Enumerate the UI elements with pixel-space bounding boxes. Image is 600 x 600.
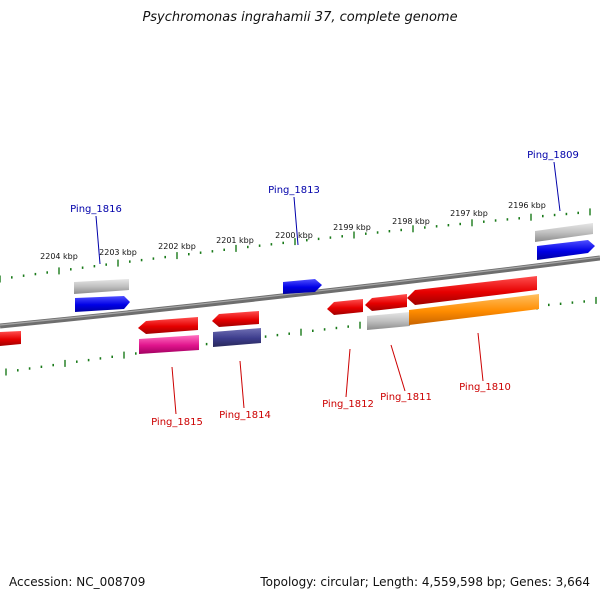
leader-ping-1814 xyxy=(239,360,245,409)
scale-label-2201: 2201 kbp xyxy=(216,236,254,245)
gene-ping-1815[interactable] xyxy=(138,317,198,334)
label-leader-lines xyxy=(95,161,561,415)
scale-labels: 2204 kbp 2203 kbp 2202 kbp 2201 kbp 2200… xyxy=(40,201,546,261)
label-ping-1814[interactable]: Ping_1814 xyxy=(219,410,271,421)
gene-ping-1814-cds[interactable] xyxy=(213,328,261,347)
gene-ping-1816[interactable] xyxy=(75,296,130,312)
reverse-genes xyxy=(0,276,539,354)
gene-ping-1810[interactable] xyxy=(407,276,537,305)
gene-ping-1811-grey-feature[interactable] xyxy=(367,312,410,330)
gene-ping-1814[interactable] xyxy=(212,311,259,327)
genome-summary-text: Topology: circular; Length: 4,559,598 bp… xyxy=(260,575,590,589)
gene-ping-1816-grey-feature[interactable] xyxy=(74,279,129,294)
genome-backbone-highlight xyxy=(0,256,600,326)
scale-label-2196: 2196 kbp xyxy=(508,201,546,210)
gene-ping-1815-cds[interactable] xyxy=(139,335,199,354)
leader-ping-1810 xyxy=(477,332,484,382)
gene-ping-1809-grey-feature[interactable] xyxy=(535,223,593,242)
gene-ping-1813[interactable] xyxy=(283,279,322,294)
leader-ping-1809 xyxy=(553,161,561,212)
scale-label-2198: 2198 kbp xyxy=(392,217,430,226)
leader-ping-1812 xyxy=(345,348,351,398)
label-ping-1813[interactable]: Ping_1813 xyxy=(268,185,320,196)
leader-ping-1813 xyxy=(293,196,299,246)
label-ping-1811[interactable]: Ping_1811 xyxy=(380,392,432,403)
accession-text: Accession: NC_008709 xyxy=(9,575,146,589)
label-ping-1815[interactable]: Ping_1815 xyxy=(151,417,203,428)
label-ping-1816[interactable]: Ping_1816 xyxy=(70,204,122,215)
leader-ping-1815 xyxy=(171,366,177,415)
upper-tick-ring xyxy=(0,208,591,283)
scale-label-2197: 2197 kbp xyxy=(450,209,488,218)
gene-ping-1809[interactable] xyxy=(537,240,595,260)
forward-genes xyxy=(74,223,595,312)
gene-ping-1812[interactable] xyxy=(327,299,363,315)
scale-label-2200: 2200 kbp xyxy=(275,231,313,240)
label-ping-1812[interactable]: Ping_1812 xyxy=(322,399,374,410)
genome-backbone xyxy=(0,255,600,329)
scale-label-2204: 2204 kbp xyxy=(40,252,78,261)
leader-ping-1811 xyxy=(390,344,406,392)
label-ping-1810[interactable]: Ping_1810 xyxy=(459,382,511,393)
scale-label-2203: 2203 kbp xyxy=(99,248,137,257)
gene-ping-1810-cds[interactable] xyxy=(409,294,539,325)
scale-label-2199: 2199 kbp xyxy=(333,223,371,232)
label-ping-1809[interactable]: Ping_1809 xyxy=(527,150,579,161)
gene-labels: Ping_1816 Ping_1813 Ping_1809 Ping_1815 … xyxy=(70,150,579,428)
gene-ping-1811[interactable] xyxy=(365,294,407,311)
map-title: Psychromonas ingrahamii 37, complete gen… xyxy=(142,10,458,25)
leader-ping-1816 xyxy=(95,215,101,265)
gene-left-edge-red[interactable] xyxy=(0,331,21,346)
scale-label-2202: 2202 kbp xyxy=(158,242,196,251)
